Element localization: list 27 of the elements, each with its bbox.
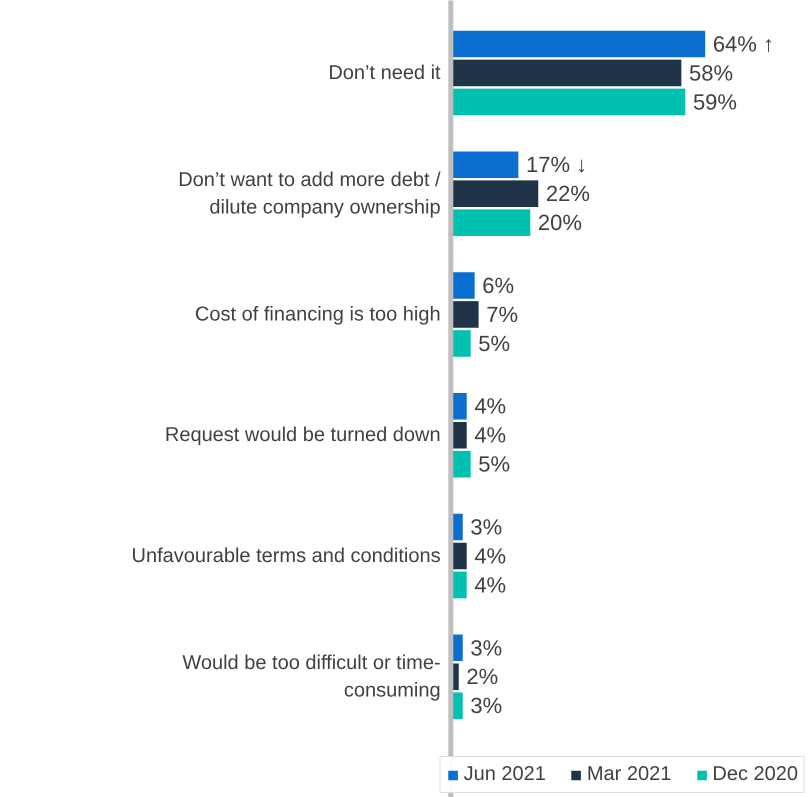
y-tick-label: Would be too difficult or time-consuming xyxy=(182,652,441,702)
data-label: 4% xyxy=(474,543,506,568)
data-label: 5% xyxy=(478,452,510,477)
y-tick-label: Don’t want to add more debt / dilute company ownership xyxy=(178,168,442,219)
data-label: 7% xyxy=(486,302,518,327)
y-tick-label: Cost of financing is too high xyxy=(194,303,441,326)
data-label: 4% xyxy=(474,422,506,448)
y-tick-label: Unfavourable terms and conditions xyxy=(132,544,441,567)
data-label: 4% xyxy=(474,572,506,598)
data-label: 6% xyxy=(482,272,514,298)
y-tick-label: Request would be turned down xyxy=(164,424,441,446)
legend-label: Mar 2021 xyxy=(586,763,672,786)
data-label: 64% ↑ xyxy=(712,31,774,56)
legend-label: Jun 2021 xyxy=(464,763,546,786)
data-label: 3% xyxy=(470,693,502,718)
data-label: 2% xyxy=(466,664,498,690)
legend-label: Dec 2020 xyxy=(712,763,798,786)
data-label: 20% xyxy=(538,210,582,236)
data-label: 5% xyxy=(478,330,510,356)
data-label: 59% xyxy=(692,89,737,114)
data-label: 3% xyxy=(470,514,502,540)
data-label: 4% xyxy=(474,394,506,419)
data-label: 17% ↓ xyxy=(526,152,588,178)
data-label: 22% xyxy=(546,181,590,206)
data-label: 3% xyxy=(470,635,502,660)
y-tick-label: Don’t need it xyxy=(328,62,442,84)
data-label: 58% xyxy=(688,60,734,86)
